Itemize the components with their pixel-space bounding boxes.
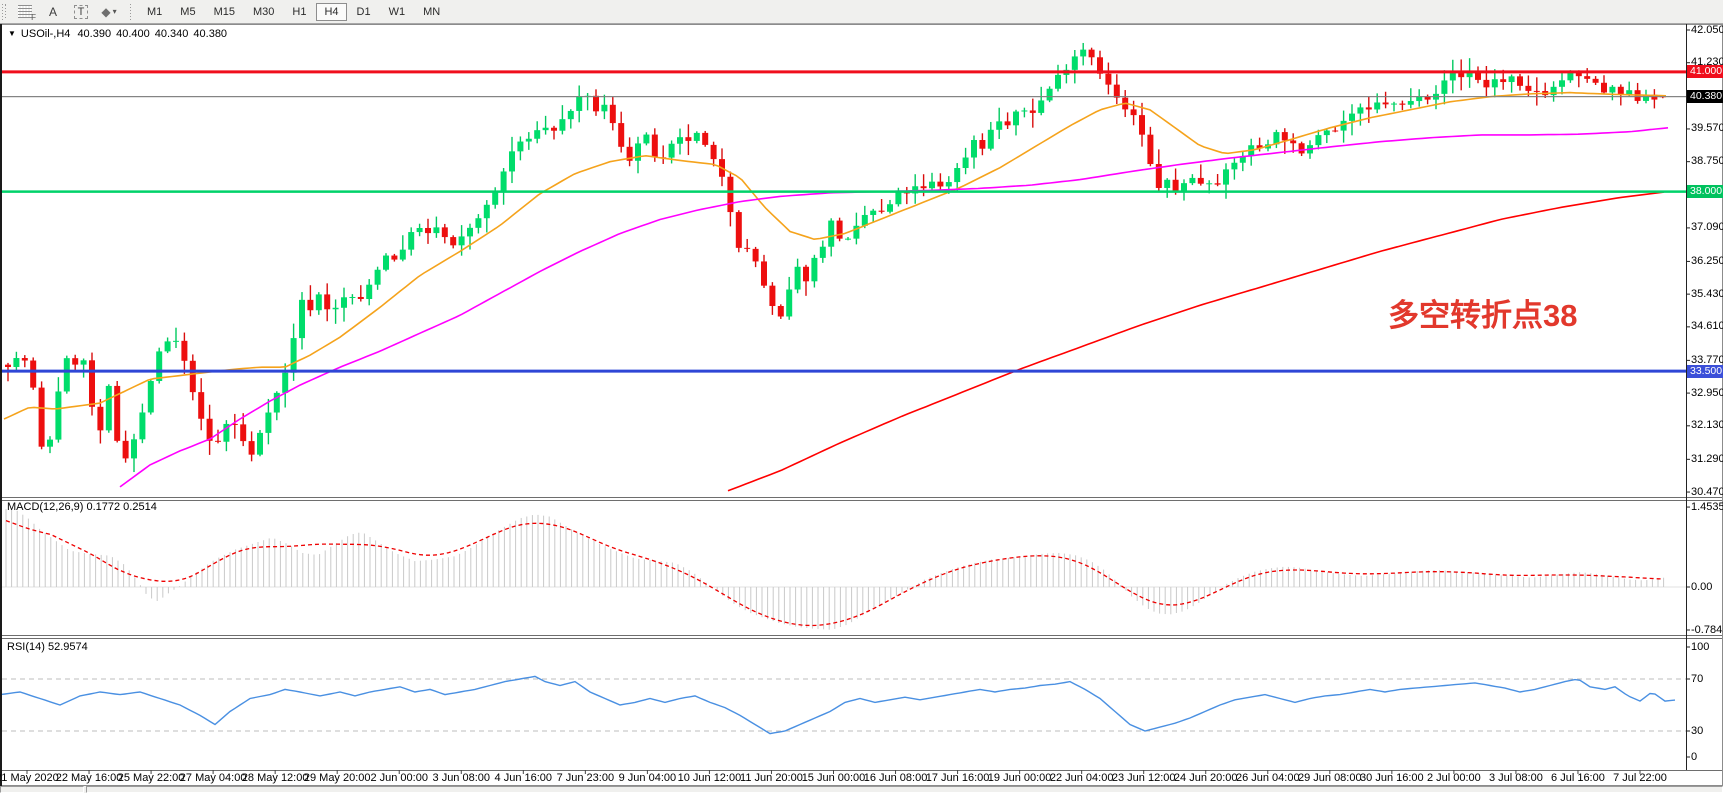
price-badge-38.000: 38.000: [1687, 185, 1723, 199]
rsi-axis-label-100: 100: [1691, 640, 1710, 653]
time-label-10: 9 Jun 04:00: [618, 772, 677, 784]
time-label-8: 4 Jun 16:00: [494, 772, 553, 784]
rsi-label: RSI(14) 52.9574: [7, 641, 88, 653]
status-cell-right: [86, 786, 1723, 793]
price-label-34.610: 34.610: [1691, 320, 1723, 333]
timeframe-button-mn[interactable]: MN: [423, 5, 441, 18]
timeframe-button-m15[interactable]: M15: [213, 5, 235, 18]
time-label-19: 24 Jun 20:00: [1173, 772, 1238, 784]
time-label-11: 10 Jun 12:00: [677, 772, 742, 784]
chart-grid-icon[interactable]: F: [14, 2, 36, 22]
timeframe-button-h1[interactable]: H1: [292, 5, 307, 18]
toolbar: F A T ◆ ▾ M1 M5 M15 M30 H1 H4 D1 W1 MN: [0, 0, 1723, 24]
rsi-axis-label-0: 0: [1691, 750, 1698, 763]
graphic-objects-icon[interactable]: ◆ ▾: [101, 4, 117, 19]
timeframe-button-h4[interactable]: H4: [316, 2, 347, 21]
timeframe-button-w1[interactable]: W1: [388, 5, 406, 18]
price-label-32.130: 32.130: [1691, 419, 1723, 432]
symbol-title: USOil-,H4: [20, 28, 71, 40]
ma-slow-red: [727, 191, 1665, 492]
price-badge-33.500: 33.500: [1687, 364, 1723, 378]
price-label-33.770: 33.770: [1691, 353, 1723, 366]
timeframe-button-m1[interactable]: M1: [147, 5, 163, 18]
time-label-5: 29 May 20:00: [303, 772, 371, 784]
ohlc-high: 40.400: [116, 28, 150, 40]
macd-axis-label-1.4535: 1.4535: [1691, 500, 1723, 513]
rsi-axis-label-70: 70: [1691, 672, 1704, 685]
timeframe-button-d1[interactable]: D1: [356, 5, 371, 18]
time-label-9: 7 Jun 23:00: [556, 772, 615, 784]
ohlc-open: 40.390: [77, 28, 112, 40]
chart-header: ▼ USOil-,H4 40.390 40.400 40.340 40.380: [8, 28, 227, 40]
price-label-37.090: 37.090: [1691, 221, 1723, 234]
status-cell-left: [0, 786, 84, 793]
time-label-24: 3 Jul 08:00: [1489, 772, 1543, 784]
chart-text-annotation[interactable]: 多空转折点38: [1388, 298, 1578, 333]
price-badge-40.380: 40.380: [1687, 90, 1723, 104]
price-label-35.430: 35.430: [1691, 287, 1723, 300]
timeframe-button-m5[interactable]: M5: [180, 5, 196, 18]
price-label-32.950: 32.950: [1691, 386, 1723, 399]
time-label-3: 27 May 04:00: [179, 772, 247, 784]
time-label-25: 6 Jul 16:00: [1551, 772, 1605, 784]
time-label-6: 2 Jun 00:00: [370, 772, 428, 784]
timeframe-group: M1 M5 M15 M30 H1 H4 D1 W1 MN: [138, 2, 449, 21]
text-label-tool-icon[interactable]: T: [70, 2, 92, 22]
time-label-16: 19 Jun 00:00: [987, 772, 1052, 784]
time-label-23: 2 Jul 00:00: [1426, 772, 1481, 784]
time-label-22: 30 Jun 16:00: [1360, 772, 1424, 784]
font-tool-icon[interactable]: A: [48, 4, 57, 19]
time-label-15: 17 Jun 16:00: [925, 772, 990, 784]
macd-axis-label--0.7845: -0.7845: [1691, 623, 1723, 636]
time-label-2: 25 May 22:00: [117, 772, 185, 784]
grid-glyph: F: [18, 5, 36, 22]
time-label-12: 11 Jun 20:00: [740, 772, 803, 784]
price-label-41.230: 41.230: [1691, 56, 1723, 69]
ma-fast-orange: [3, 91, 1667, 420]
time-label-14: 16 Jun 08:00: [863, 772, 928, 784]
time-label-13: 15 Jun 00:00: [801, 772, 866, 784]
status-bar: [0, 786, 1723, 793]
symbol-dropdown-icon[interactable]: ▼: [8, 29, 16, 38]
macd-signal-line: [5, 519, 1664, 627]
time-label-20: 26 Jun 04:00: [1235, 772, 1300, 784]
time-label-26: 7 Jul 22:00: [1613, 772, 1667, 784]
price-label-30.470: 30.470: [1691, 485, 1723, 498]
toolbar-separator: [128, 3, 133, 20]
time-label-17: 22 Jun 04:00: [1049, 772, 1114, 784]
price-label-42.050: 42.050: [1691, 23, 1723, 36]
time-label-7: 3 Jun 08:00: [432, 772, 491, 784]
ohlc-close: 40.380: [193, 28, 228, 40]
macd-axis-label-0.00: 0.00: [1691, 580, 1713, 593]
toolbar-drag-handle[interactable]: [2, 3, 7, 20]
dropdown-caret-icon[interactable]: ▾: [112, 7, 117, 16]
price-label-38.750: 38.750: [1691, 155, 1723, 168]
rsi-line: [0, 675, 1676, 735]
timeframe-button-m30[interactable]: M30: [252, 5, 275, 18]
rsi-axis-label-30: 30: [1691, 724, 1704, 737]
time-label-0: 21 May 2020: [0, 772, 59, 784]
macd-label: MACD(12,26,9) 0.1772 0.2514: [7, 501, 157, 513]
price-label-39.570: 39.570: [1691, 122, 1723, 135]
price-badge-41.000: 41.000: [1687, 65, 1723, 79]
time-label-18: 23 Jun 12:00: [1111, 772, 1176, 784]
ohlc-low: 40.340: [154, 28, 189, 40]
time-label-1: 22 May 16:00: [55, 772, 123, 784]
price-label-36.250: 36.250: [1691, 254, 1723, 267]
price-label-31.290: 31.290: [1691, 452, 1723, 465]
time-label-21: 29 Jun 08:00: [1297, 772, 1362, 784]
time-label-4: 28 May 12:00: [241, 772, 309, 784]
